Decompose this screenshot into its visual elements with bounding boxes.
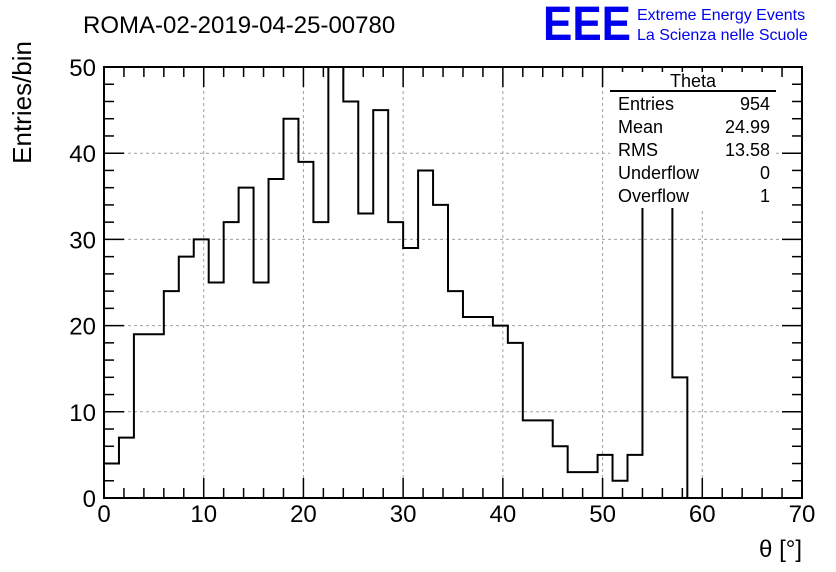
stats-title: Theta [670,71,717,91]
y-tick-label: 20 [69,314,96,341]
y-tick-label: 40 [69,141,96,168]
logo-line-1: Extreme Energy Events [637,7,805,24]
stats-box-background [610,72,776,208]
x-tick-label: 30 [390,501,417,528]
plot-frame [103,66,803,499]
y-tick-label: 50 [69,55,96,82]
x-tick-label: 20 [290,501,317,528]
stats-label: Mean [618,117,663,137]
stats-label: Underflow [618,163,700,183]
run-title: ROMA-02-2019-04-25-00780 [83,12,395,39]
stats-value: 954 [740,94,770,114]
eee-logo: EEE Extreme Energy Events La Scienza nel… [543,0,808,51]
y-tick-label: 0 [83,486,96,513]
stats-box: Theta Entries 954 Mean 24.99 RMS 13.58 Underfl… [610,71,776,208]
x-tick-label: 50 [589,501,616,528]
stats-label: RMS [618,140,658,160]
y-tick-label: 30 [69,227,96,254]
stats-value: 1 [760,186,770,206]
x-tick-labels: 0 10 20 30 40 50 60 70 [97,501,815,528]
stats-value: 13.58 [725,140,770,160]
logo-line-2: La Scienza nelle Scuole [637,27,808,44]
x-tick-label: 70 [789,501,816,528]
x-tick-label: 10 [190,501,217,528]
x-tick-label: 0 [97,501,110,528]
stats-value: 24.99 [725,117,770,137]
y-axis-title: Entries/bin [7,41,37,164]
x-axis-title: θ [°] [759,536,802,563]
stats-label: Entries [618,94,674,114]
stats-label: Overflow [618,186,690,206]
x-tick-label: 40 [490,501,517,528]
axis-ticks [103,66,803,499]
x-tick-label: 60 [689,501,716,528]
histogram-step-line [103,66,703,499]
y-tick-labels: 0 10 20 30 40 50 [69,55,96,513]
stats-value: 0 [760,163,770,183]
eee-logo-mark: EEE [543,0,631,51]
y-tick-label: 10 [69,400,96,427]
stats-rows: Entries 954 Mean 24.99 RMS 13.58 Underflow 0 Ove… [618,94,770,206]
